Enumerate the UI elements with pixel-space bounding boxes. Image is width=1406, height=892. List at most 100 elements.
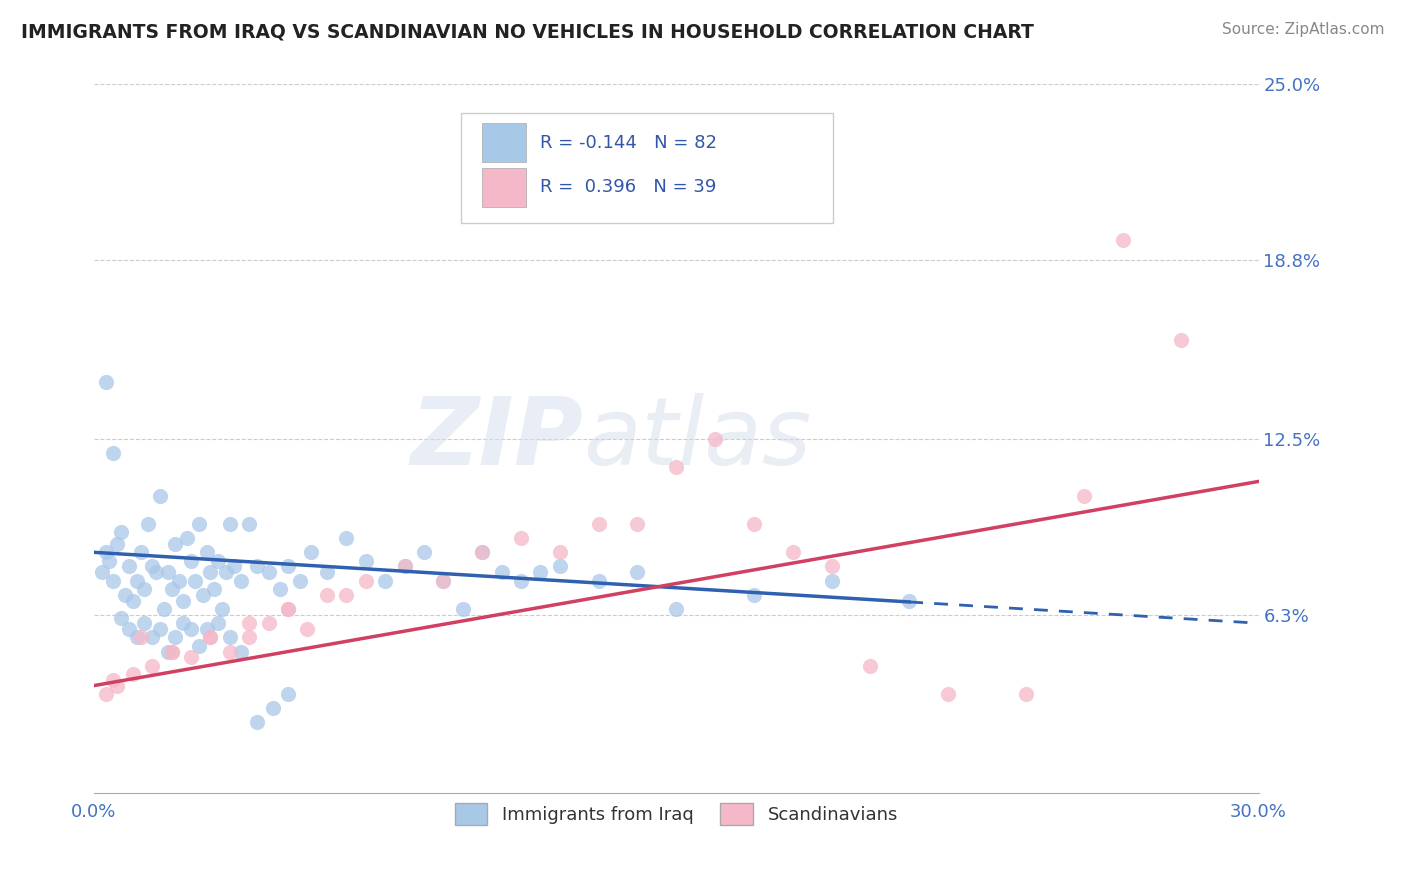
Point — [315, 588, 337, 602]
Point — [141, 559, 163, 574]
Point — [110, 610, 132, 624]
Point — [94, 687, 117, 701]
Point — [218, 516, 240, 531]
Point — [184, 574, 207, 588]
Point — [218, 631, 240, 645]
Point — [195, 622, 218, 636]
Point — [394, 559, 416, 574]
Point — [257, 616, 280, 631]
Point — [262, 701, 284, 715]
Point — [231, 644, 253, 658]
Point — [1170, 333, 1192, 347]
Point — [103, 446, 125, 460]
Point — [103, 574, 125, 588]
Point — [200, 631, 222, 645]
Point — [269, 582, 291, 597]
Point — [820, 559, 842, 574]
Point — [207, 554, 229, 568]
Point — [149, 622, 172, 636]
Point — [299, 545, 322, 559]
Point — [238, 616, 260, 631]
Point — [103, 673, 125, 687]
Point — [121, 667, 143, 681]
Point — [202, 582, 225, 597]
Point — [257, 565, 280, 579]
Point — [529, 565, 551, 579]
Point — [187, 639, 209, 653]
Point — [156, 644, 179, 658]
Point — [141, 658, 163, 673]
Point — [195, 545, 218, 559]
Point — [354, 554, 377, 568]
Point — [491, 565, 513, 579]
Point — [394, 559, 416, 574]
Point — [222, 559, 245, 574]
Point — [110, 525, 132, 540]
Point — [165, 537, 187, 551]
Point — [588, 516, 610, 531]
Point — [200, 631, 222, 645]
Point — [665, 460, 688, 475]
Point — [588, 574, 610, 588]
Point — [432, 574, 454, 588]
Point — [898, 593, 921, 607]
Point — [277, 602, 299, 616]
Point — [413, 545, 436, 559]
Point — [246, 715, 269, 730]
Point — [218, 644, 240, 658]
Point — [136, 516, 159, 531]
Point — [105, 537, 128, 551]
Text: ZIP: ZIP — [411, 392, 583, 485]
Point — [156, 565, 179, 579]
Point — [548, 559, 571, 574]
Point — [105, 679, 128, 693]
Text: R = -0.144   N = 82: R = -0.144 N = 82 — [540, 134, 717, 152]
Point — [187, 516, 209, 531]
Point — [742, 516, 765, 531]
Point — [172, 593, 194, 607]
Point — [704, 432, 727, 446]
Point — [121, 593, 143, 607]
Point — [277, 687, 299, 701]
Point — [160, 644, 183, 658]
Text: atlas: atlas — [583, 393, 811, 484]
Point — [165, 631, 187, 645]
Point — [211, 602, 233, 616]
Point — [160, 644, 183, 658]
Point — [1014, 687, 1036, 701]
Point — [782, 545, 804, 559]
Point — [118, 559, 141, 574]
Point — [1112, 234, 1135, 248]
FancyBboxPatch shape — [482, 123, 526, 162]
Point — [149, 489, 172, 503]
Point — [114, 588, 136, 602]
Point — [90, 565, 112, 579]
Point — [98, 554, 121, 568]
Point — [820, 574, 842, 588]
Text: R =  0.396   N = 39: R = 0.396 N = 39 — [540, 178, 717, 196]
Point — [134, 616, 156, 631]
Point — [471, 545, 494, 559]
Point — [134, 582, 156, 597]
Point — [215, 565, 238, 579]
Point — [354, 574, 377, 588]
Point — [153, 602, 176, 616]
Point — [315, 565, 337, 579]
FancyBboxPatch shape — [482, 168, 526, 207]
Point — [432, 574, 454, 588]
Point — [451, 602, 474, 616]
Point — [94, 375, 117, 389]
Point — [277, 559, 299, 574]
Point — [859, 658, 882, 673]
Point — [548, 545, 571, 559]
Point — [374, 574, 396, 588]
Point — [200, 565, 222, 579]
Point — [288, 574, 311, 588]
Point — [94, 545, 117, 559]
Point — [297, 622, 319, 636]
Point — [510, 531, 533, 545]
Point — [169, 574, 191, 588]
Point — [207, 616, 229, 631]
Point — [118, 622, 141, 636]
Point — [145, 565, 167, 579]
